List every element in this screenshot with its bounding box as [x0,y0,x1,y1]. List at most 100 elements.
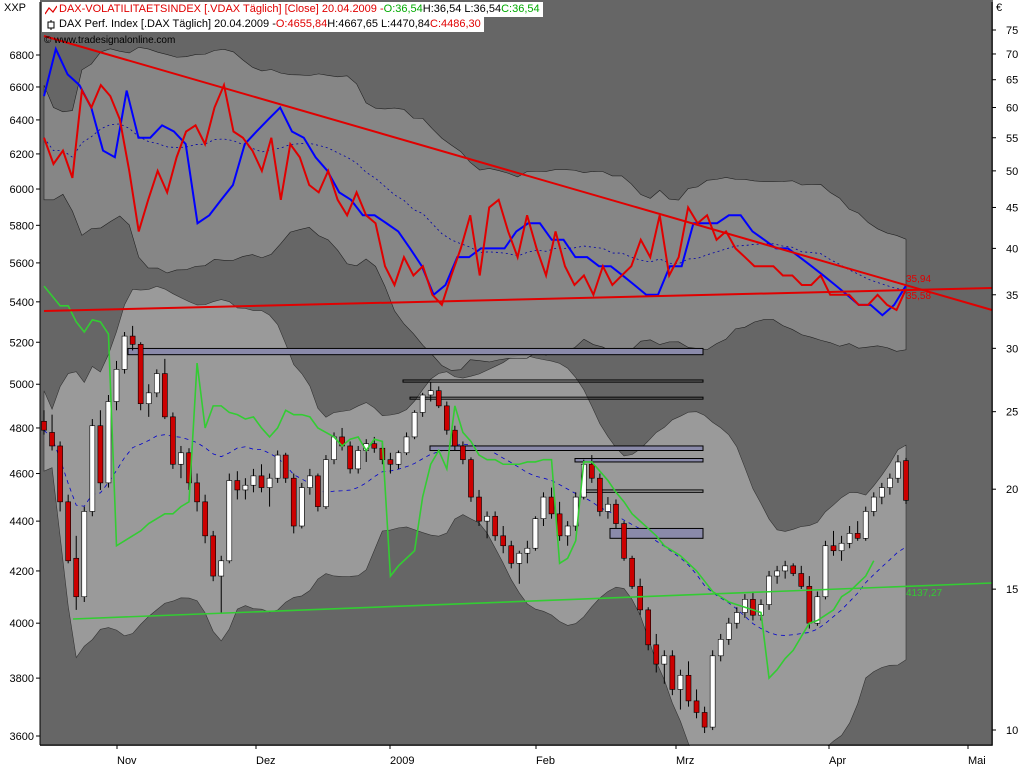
dax-candle [548,487,555,519]
candle-body [178,452,184,465]
right-tick-label: 25 [1006,407,1018,419]
candle-body [162,373,168,418]
candle-body [838,542,845,552]
right-tick-label: 60 [1006,103,1018,115]
candle-body [145,392,152,404]
candle-body [734,612,740,624]
left-tick-label: 3800 [10,673,34,685]
dax-legend-open: O:4655,84 [275,18,328,30]
dax-candle [725,617,732,645]
dax-candle [468,457,474,502]
right-tick-label: 15 [1006,584,1018,596]
left-tick-label: 4600 [10,469,34,481]
candle-body [516,552,523,564]
dax-candle [347,441,353,474]
dax-candle [145,384,152,417]
left-tick-label: 5200 [10,337,34,349]
candle-body [693,700,700,713]
candle-body [621,523,627,559]
dax-candle [153,369,160,398]
candle-body [532,518,539,549]
candle-body [484,515,490,522]
candle-body [468,459,474,498]
vdax-legend-range: H:36,54 L:36,54 [422,3,502,15]
candle-body [250,475,257,486]
dax-candle [838,535,845,561]
dax-candle [516,550,523,584]
dax-candle [41,410,47,435]
dax-candle [500,526,506,554]
candle-body [274,454,281,479]
candle-body [629,557,635,587]
legend: DAX-VOLATILITAETSINDEX [.VDAX Täglich] [… [42,2,543,32]
candle-body [492,515,498,537]
candle-body [701,712,708,728]
dax-candle [597,473,603,517]
candle-body [315,475,321,507]
dax-legend: DAX Perf. Index [.DAX Täglich] 20.04.200… [42,17,484,32]
dax-candle [242,478,249,500]
dax-candle [862,506,869,541]
candle-body [411,412,418,438]
candle-body [435,390,442,407]
dax-candle [895,455,901,483]
candle-body [194,482,200,503]
candle-body [73,557,80,598]
vdax-legend-prefix: DAX-VOLATILITAETSINDEX [.VDAX Täglich] [… [59,3,384,15]
dax-candle [701,706,708,734]
dax-candle [315,473,321,512]
candle-body [790,565,797,574]
candle-body [717,639,724,657]
dax-candle [121,332,128,374]
dax-candle [750,591,756,621]
dax-candle [298,482,305,529]
dax-candle [210,530,216,582]
dax-candle [355,445,361,474]
candle-body [331,436,337,460]
dax-candle [846,526,853,549]
candle-body [210,535,216,577]
candle-body [653,644,660,665]
candle-body [709,655,716,728]
candle-body [452,429,458,447]
candle-body [105,401,112,484]
candle-body [597,477,603,512]
dax-candle [734,607,740,629]
candle-body [387,459,394,465]
candle-body [323,459,329,507]
dax-candle [653,633,660,673]
dax-candle [89,419,96,517]
dax-candle [427,382,434,402]
candle-body [226,480,233,562]
vdax-legend: DAX-VOLATILITAETSINDEX [.VDAX Täglich] [… [42,2,543,17]
resistance-zone-0 [127,347,704,356]
candle-body [879,487,885,498]
left-tick-label: 6000 [10,184,34,196]
dax-candle [178,445,184,479]
dax-candle [323,455,329,510]
dax-candle [782,560,788,579]
candle-body [685,674,692,702]
candle-body [814,596,821,624]
candle-body [637,586,643,611]
dax-candle [97,410,104,490]
candle-body [830,545,837,552]
dax-candle [419,392,426,417]
dax-candle [476,489,482,527]
dax-candle [532,516,539,551]
dax-candle [629,555,635,589]
candle-body [290,477,297,527]
dax-candle [621,521,627,561]
dax-candle [685,661,692,707]
dax-candle [105,395,112,488]
right-tick-label: 65 [1006,75,1018,87]
dax-candle [822,540,829,600]
dax-candle [766,570,772,610]
dax-bollinger-band [43,285,907,768]
candle-body [605,503,611,512]
dax-candle [113,360,120,411]
candle-body [750,599,756,616]
right-tick-label: 20 [1006,484,1018,496]
left-tick-label: 5400 [10,297,34,309]
